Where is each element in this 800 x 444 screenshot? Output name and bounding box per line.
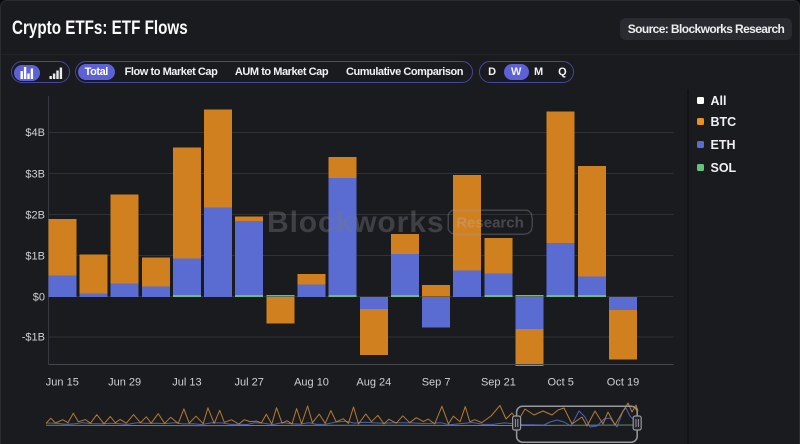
svg-text:$2B: $2B bbox=[25, 209, 45, 221]
svg-text:Jul 13: Jul 13 bbox=[172, 377, 201, 389]
svg-text:$3B: $3B bbox=[25, 168, 45, 180]
svg-text:Jul 27: Jul 27 bbox=[235, 377, 264, 389]
svg-text:Oct 5: Oct 5 bbox=[548, 377, 574, 389]
svg-text:Aug 10: Aug 10 bbox=[294, 377, 329, 389]
svg-text:Sep 21: Sep 21 bbox=[481, 377, 516, 389]
svg-text:Aug 24: Aug 24 bbox=[356, 377, 391, 389]
svg-text:$1B: $1B bbox=[25, 251, 45, 263]
svg-text:$4B: $4B bbox=[25, 127, 45, 139]
svg-text:$0: $0 bbox=[33, 291, 45, 303]
svg-text:Research: Research bbox=[456, 215, 524, 232]
svg-text:Blockworks: Blockworks bbox=[267, 206, 444, 239]
svg-text:Jun 29: Jun 29 bbox=[108, 377, 141, 389]
svg-text:-$1B: -$1B bbox=[22, 332, 45, 344]
svg-text:Jun 15: Jun 15 bbox=[46, 377, 79, 389]
svg-text:Sep 7: Sep 7 bbox=[422, 377, 451, 389]
svg-text:Oct 19: Oct 19 bbox=[607, 377, 639, 389]
